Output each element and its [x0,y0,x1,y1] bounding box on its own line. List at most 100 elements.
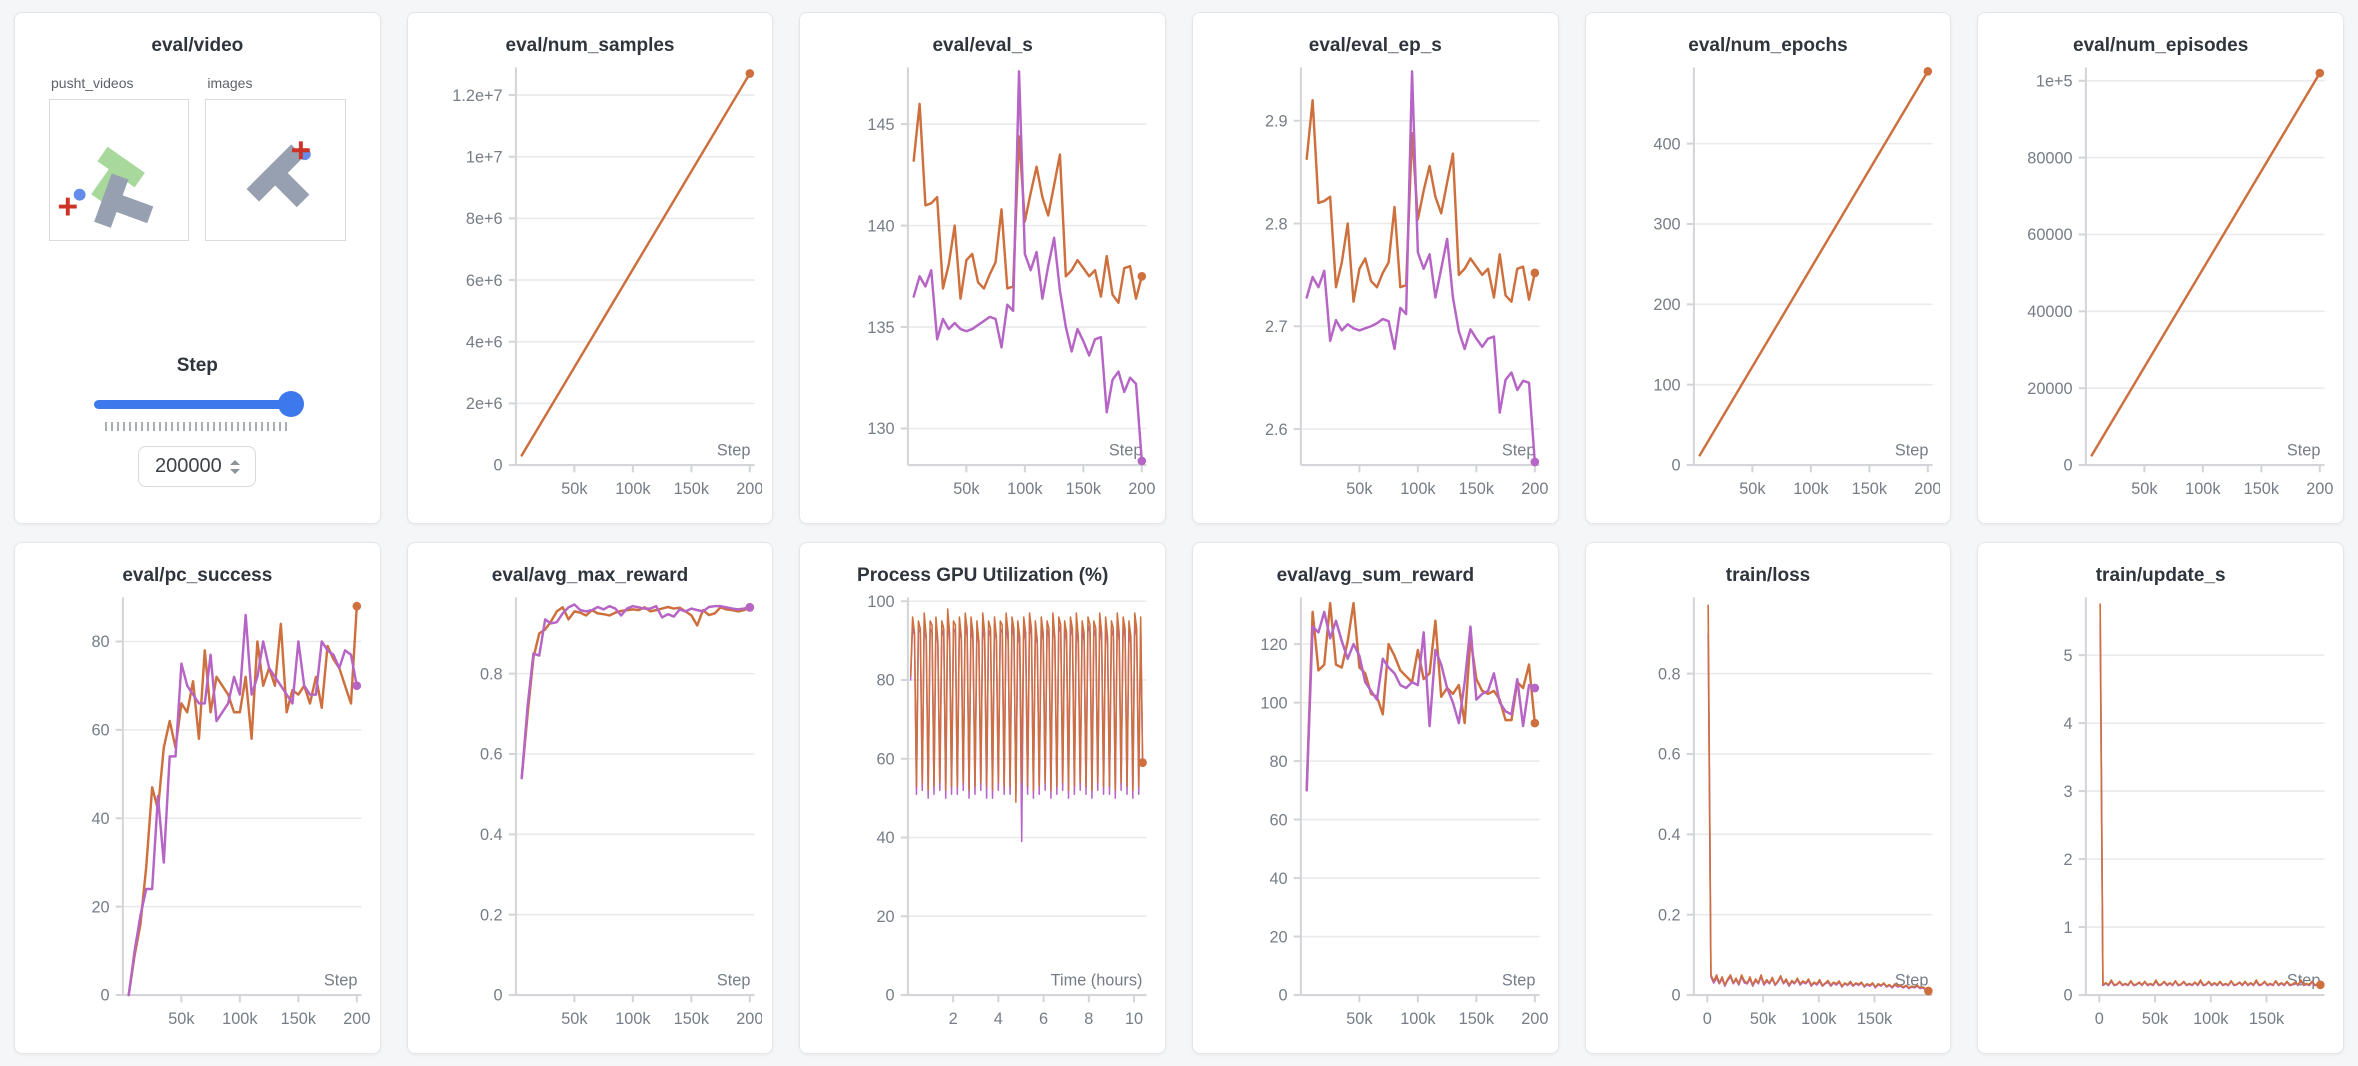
chart-panel-eval-eval-s: eval/eval_s 130 135 140 145 50k 100k 150k 200 St… [799,12,1166,524]
chart-panel-eval-num-episodes: eval/num_episodes 0 20000 40000 60000 80000 1… [1977,12,2344,524]
step-slider[interactable] [94,391,305,417]
svg-text:100: 100 [1653,376,1680,394]
svg-text:6e+6: 6e+6 [466,272,503,290]
chart-canvas[interactable]: 2.6 2.7 2.8 2.9 50k 100k 150k 200 Step [1203,59,1548,515]
chart-panel-eval-num-samples: eval/num_samples 0 2e+6 4e+6 6e+6 8e+6 1e+7 1.… [406,12,774,524]
svg-text:100: 100 [868,593,895,611]
svg-text:400: 400 [1653,135,1680,153]
step-control: Step 200000 [25,355,370,515]
svg-text:4: 4 [2064,715,2073,733]
svg-text:150k: 150k [673,480,709,498]
svg-text:Step: Step [1895,972,1929,990]
chart-canvas[interactable]: 130 135 140 145 50k 100k 150k 200 Step [810,59,1155,515]
svg-text:50k: 50k [954,480,981,498]
svg-text:100k: 100k [1793,480,1829,498]
svg-text:20: 20 [91,898,109,916]
chart-canvas[interactable]: 0 100 200 300 400 50k 100k 150k 200 Step [1596,59,1941,515]
svg-text:50k: 50k [1750,1010,1777,1028]
chart-canvas[interactable]: 0 0.2 0.4 0.6 0.8 50k 100k 150k 200 Step [418,589,763,1045]
step-increment-icon[interactable] [229,459,240,465]
media-row: pusht_videos images [25,75,370,241]
svg-text:0: 0 [1671,457,1680,475]
svg-text:6: 6 [1039,1010,1048,1028]
svg-text:40: 40 [1269,870,1287,888]
svg-text:200: 200 [1653,296,1680,314]
svg-text:100k: 100k [2193,1010,2229,1028]
svg-text:Step: Step [2287,972,2321,990]
chart-canvas[interactable]: 0 20 40 60 80 100 2 4 6 8 10 Time (hours) [810,589,1155,1045]
svg-text:200: 200 [1914,480,1940,498]
svg-text:1: 1 [2064,919,2073,937]
chart-canvas[interactable]: 0 20 40 60 80 50k 100k 150k 200 Step [25,589,370,1045]
chart-canvas[interactable]: 0 0.2 0.4 0.6 0.8 0 50k 100k 150k Step [1596,589,1941,1045]
svg-text:Step: Step [1502,972,1536,990]
step-number-input[interactable]: 200000 [138,446,257,487]
svg-text:60: 60 [877,750,895,768]
media-caption: pusht_videos [51,75,134,91]
svg-text:8: 8 [1085,1010,1094,1028]
step-slider-label: Step [176,355,218,376]
step-decrement-icon[interactable] [229,468,240,474]
stepper [229,459,240,474]
svg-text:200: 200 [1129,480,1155,498]
step-slider-thumb[interactable] [278,391,305,417]
chart-title: eval/num_samples [505,35,675,56]
svg-text:50k: 50k [561,480,588,498]
svg-text:2e+6: 2e+6 [466,395,503,413]
svg-text:60: 60 [1269,811,1287,829]
svg-text:80: 80 [1269,753,1287,771]
step-slider-track[interactable] [94,400,301,409]
chart-canvas[interactable]: 0 20000 40000 60000 80000 1e+5 50k 100k 150k 200 S… [1988,59,2333,515]
chart-panel-train-loss: train/loss 0 0.2 0.4 0.6 0.8 0 50k 100k 150k Step [1584,542,1952,1054]
pusht-video-thumbnail[interactable] [49,99,190,241]
svg-text:20: 20 [877,908,895,926]
svg-text:3: 3 [2064,783,2073,801]
media-caption: images [207,75,253,91]
svg-text:Step: Step [1109,442,1143,460]
svg-text:100k: 100k [1801,1010,1837,1028]
svg-text:200: 200 [343,1010,369,1028]
chart-title: Process GPU Utilization (%) [857,565,1109,586]
chart-title: train/update_s [2095,565,2226,586]
svg-text:2: 2 [949,1010,958,1028]
svg-text:40000: 40000 [2028,303,2073,321]
chart-canvas[interactable]: 0 1 2 3 4 5 0 50k 100k 150k Step [1988,589,2333,1045]
svg-text:150k: 150k [1459,480,1495,498]
svg-text:50k: 50k [168,1010,195,1028]
svg-text:0.6: 0.6 [1658,746,1681,764]
svg-text:2.7: 2.7 [1265,318,1288,336]
green-t-shape [91,146,145,205]
svg-text:0.8: 0.8 [1658,665,1681,683]
target-cross [58,197,77,216]
svg-text:200: 200 [1521,480,1547,498]
svg-text:Step: Step [2287,442,2321,460]
svg-text:0.4: 0.4 [1658,826,1681,844]
svg-text:20000: 20000 [2028,380,2073,398]
svg-text:150k: 150k [2249,1010,2285,1028]
svg-text:1.2e+7: 1.2e+7 [452,87,502,105]
svg-text:300: 300 [1653,216,1680,234]
svg-text:2: 2 [2064,851,2073,869]
svg-text:100k: 100k [1400,480,1436,498]
svg-text:0: 0 [1671,987,1680,1005]
images-frame [246,141,312,208]
chart-panel-train-update-s: train/update_s 0 1 2 3 4 5 0 50k 100k 150k Step [1977,542,2344,1054]
svg-text:0.6: 0.6 [480,746,503,764]
svg-text:100k: 100k [1008,480,1044,498]
chart-panel-eval-avg-max-reward: eval/avg_max_reward 0 0.2 0.4 0.6 0.8 50k 100k… [406,542,774,1054]
chart-canvas[interactable]: 0 2e+6 4e+6 6e+6 8e+6 1e+7 1.2e+7 50k 100k 150k 20… [418,59,763,515]
svg-text:200: 200 [736,480,762,498]
svg-text:4e+6: 4e+6 [466,333,503,351]
chart-panel-process-gpu-utilization-: Process GPU Utilization (%) 0 20 40 60 80 100… [799,542,1166,1054]
chart-canvas[interactable]: 0 20 40 60 80 100 120 50k 100k 150k 200 Step [1203,589,1548,1045]
svg-text:150k: 150k [281,1010,317,1028]
svg-text:Step: Step [717,972,751,990]
svg-text:50k: 50k [1346,1010,1373,1028]
svg-text:140: 140 [868,217,895,235]
images-thumbnail[interactable] [205,99,346,241]
svg-text:40: 40 [91,810,109,828]
svg-text:1e+5: 1e+5 [2036,72,2073,90]
svg-text:135: 135 [868,319,895,337]
chart-title: eval/num_episodes [2073,35,2249,56]
svg-text:10: 10 [1125,1010,1143,1028]
